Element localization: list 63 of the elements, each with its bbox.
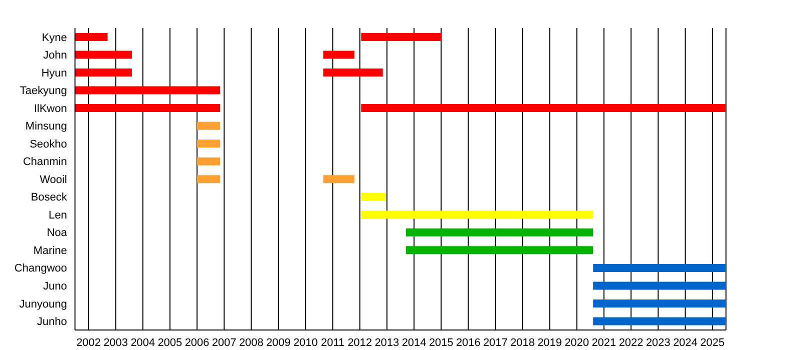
x-tick-label: 2005 xyxy=(158,336,182,349)
x-tick-label: 2023 xyxy=(646,336,670,349)
y-tick-label: Taekyung xyxy=(20,85,67,98)
bar xyxy=(75,33,108,41)
x-tick-label: 2016 xyxy=(456,336,481,349)
x-tick-label: 2010 xyxy=(293,336,318,349)
x-tick-label: 2022 xyxy=(618,336,644,349)
bar xyxy=(323,175,354,184)
y-tick-label: Seokho xyxy=(30,138,67,150)
y-tick-label: Wooil xyxy=(40,174,67,186)
y-tick-label: Junyoung xyxy=(19,298,67,310)
bar xyxy=(75,104,220,112)
bar xyxy=(197,122,220,130)
x-tick-label: 2011 xyxy=(320,336,345,349)
bar xyxy=(197,175,220,184)
bar xyxy=(197,140,220,148)
x-tick-label: 2019 xyxy=(537,336,562,349)
y-tick-label: Len xyxy=(48,209,67,222)
x-tick-label: 2002 xyxy=(76,336,101,349)
y-tick-label: Noa xyxy=(46,227,68,240)
y-tick-label: John xyxy=(43,50,67,62)
x-tick-label: 2003 xyxy=(103,336,128,349)
x-tick-label: 2017 xyxy=(483,336,508,349)
x-tick-label: 2015 xyxy=(428,336,454,349)
bar xyxy=(361,192,386,201)
y-tick-label: Juno xyxy=(43,280,67,292)
y-tick-label: Marine xyxy=(33,244,67,257)
x-tick-label: 2021 xyxy=(592,336,616,349)
bar xyxy=(593,299,726,308)
x-tick-label: 2018 xyxy=(510,336,535,349)
x-tick-label: 2004 xyxy=(130,336,156,349)
bar xyxy=(361,210,594,219)
bar xyxy=(75,68,132,77)
x-tick-label: 2024 xyxy=(673,336,698,349)
y-tick-label: IlKwon xyxy=(34,102,67,115)
bar xyxy=(323,50,354,59)
x-tick-label: 2025 xyxy=(700,336,725,349)
bar xyxy=(593,264,726,272)
y-tick-label: Changwoo xyxy=(14,262,67,275)
y-tick-label: Minsung xyxy=(25,120,67,133)
bar xyxy=(593,282,726,290)
bar xyxy=(361,33,442,41)
y-tick-label: Kyne xyxy=(42,32,67,44)
y-tick-label: Junho xyxy=(37,316,67,328)
x-tick-label: 2009 xyxy=(266,336,291,349)
x-tick-label: 2020 xyxy=(564,336,590,349)
x-tick-label: 2012 xyxy=(348,336,372,349)
bar xyxy=(593,317,726,326)
x-tick-label: 2006 xyxy=(184,336,210,349)
y-tick-label: Hyun xyxy=(41,67,67,80)
bar xyxy=(361,104,726,112)
x-tick-label: 2014 xyxy=(402,336,426,349)
y-tick-label: Boseck xyxy=(30,192,68,204)
bar xyxy=(406,228,594,236)
x-tick-label: 2013 xyxy=(374,336,400,349)
bar xyxy=(197,157,220,166)
y-tick-label: Chanmin xyxy=(22,156,67,168)
bar xyxy=(75,86,220,94)
x-tick-label: 2007 xyxy=(212,336,236,349)
bar xyxy=(75,50,132,59)
bar xyxy=(406,246,594,254)
bar xyxy=(323,68,383,77)
x-tick-label: 2008 xyxy=(239,336,264,349)
